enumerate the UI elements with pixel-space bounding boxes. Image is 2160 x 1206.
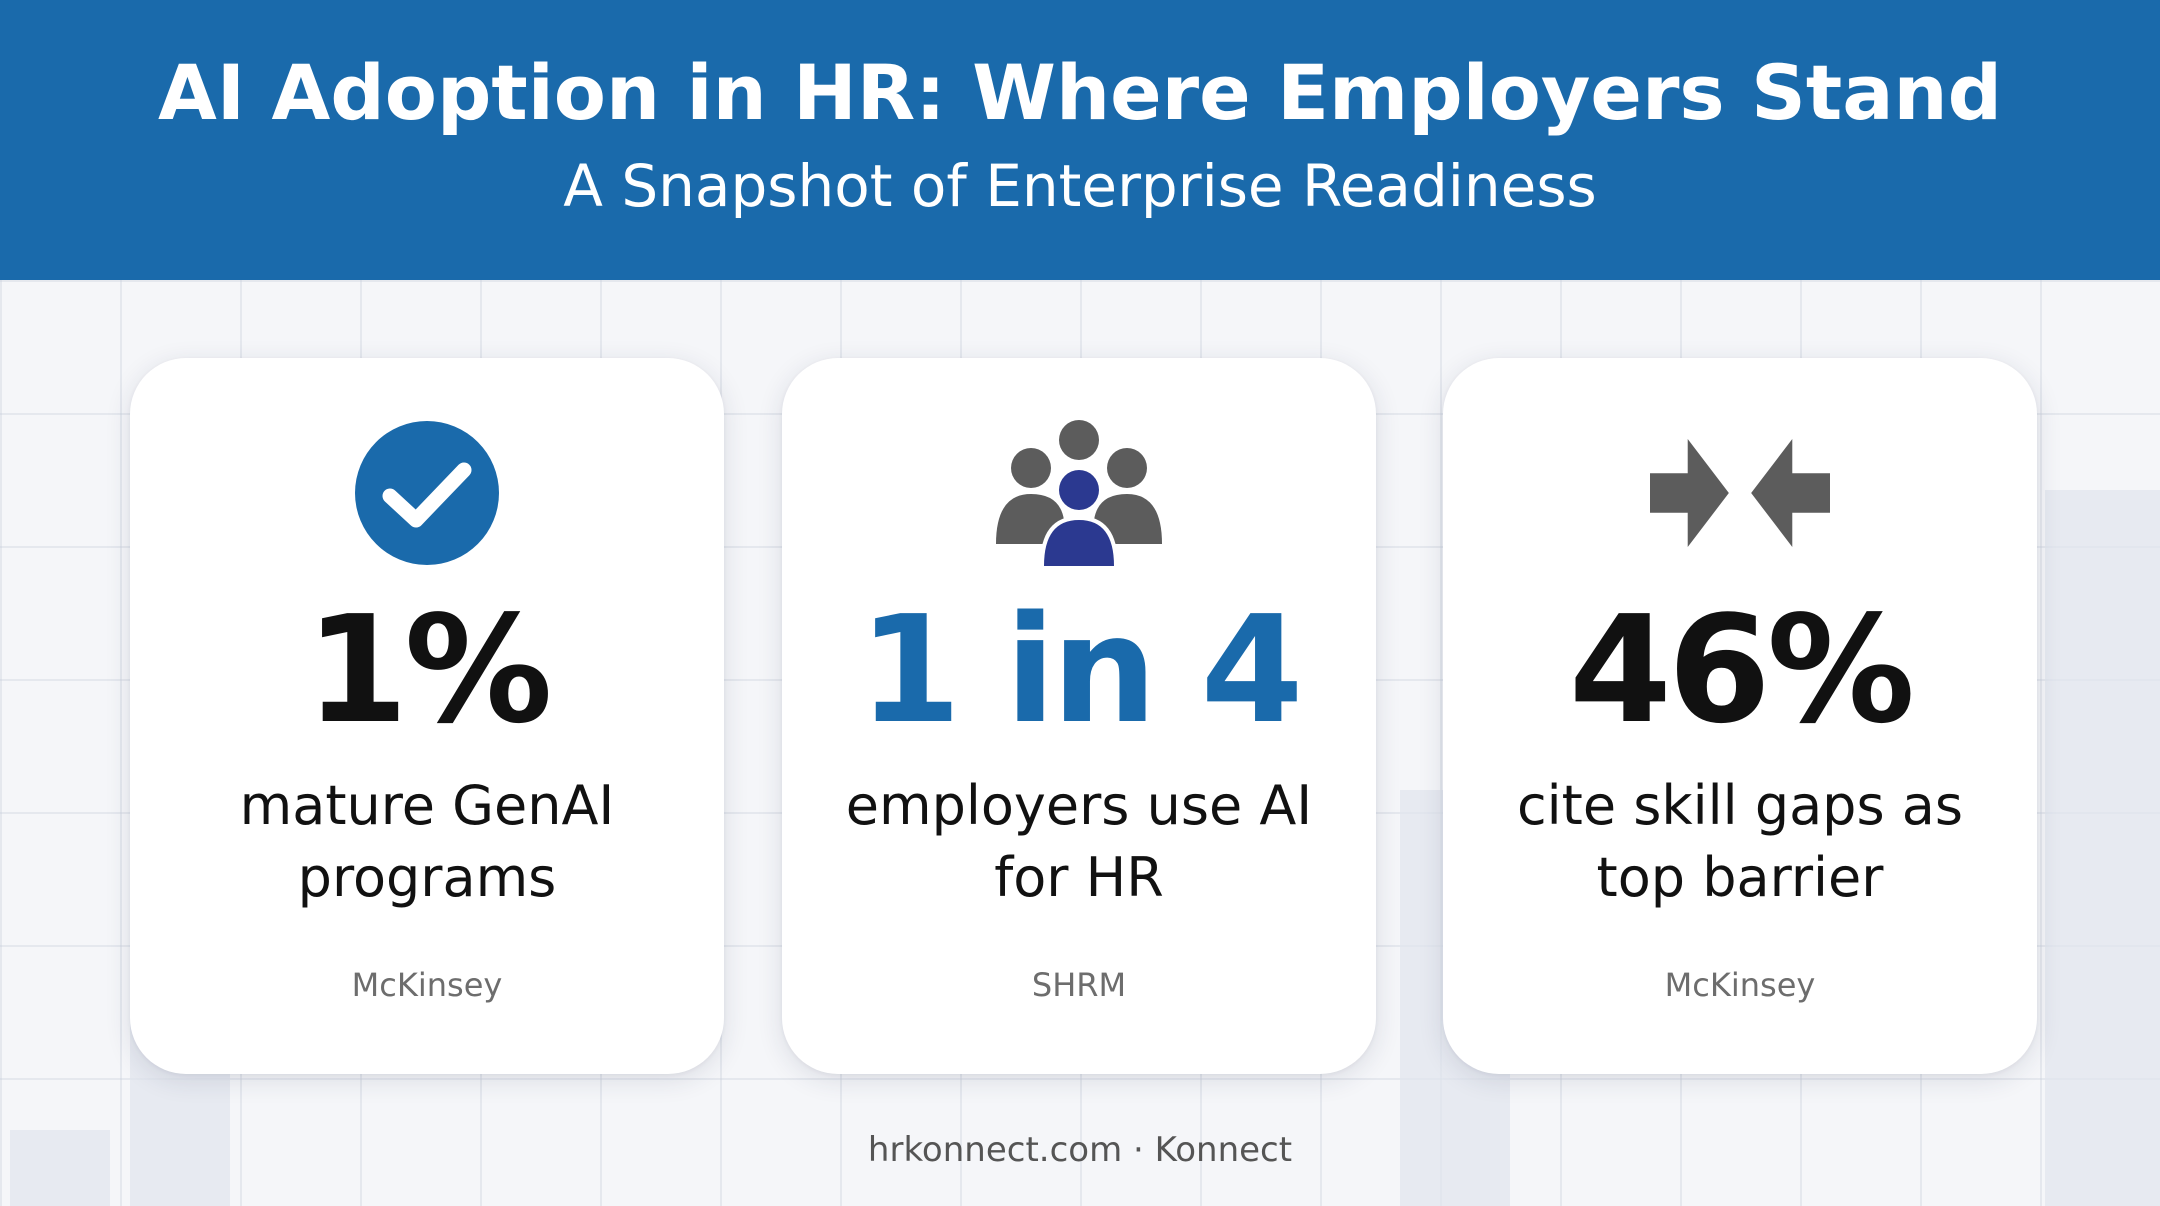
stat-card-genai-maturity: 1% mature GenAI programs McKinsey <box>130 358 724 1074</box>
stat-card-skill-gaps: 46% cite skill gaps as top barrier McKin… <box>1443 358 2037 1074</box>
background-bar <box>10 1130 110 1206</box>
checkmark-circle-icon <box>337 418 517 568</box>
stat-value: 1% <box>305 584 552 756</box>
stat-description: employers use AI for HR <box>845 774 1313 909</box>
header-banner: AI Adoption in HR: Where Employers Stand… <box>0 0 2160 280</box>
page-title: AI Adoption in HR: Where Employers Stand <box>157 48 2002 137</box>
converging-arrows-icon <box>1650 418 1830 568</box>
stat-description: cite skill gaps as top barrier <box>1516 774 1963 909</box>
stat-value: 46% <box>1568 584 1915 756</box>
stat-source: SHRM <box>1031 966 1127 1004</box>
page-subtitle: A Snapshot of Enterprise Readiness <box>563 152 1597 220</box>
stat-description: mature GenAI programs <box>239 774 615 909</box>
stat-source: McKinsey <box>1664 966 1816 1004</box>
background-bar <box>2045 490 2160 1206</box>
stat-card-ai-usage: 1 in 4 employers use AI for HR SHRM <box>782 358 1376 1074</box>
footer-credit: hrkonnect.com · Konnect <box>867 1130 1293 1170</box>
stat-value: 1 in 4 <box>858 584 1303 756</box>
people-group-icon <box>989 418 1169 568</box>
stat-source: McKinsey <box>351 966 503 1004</box>
